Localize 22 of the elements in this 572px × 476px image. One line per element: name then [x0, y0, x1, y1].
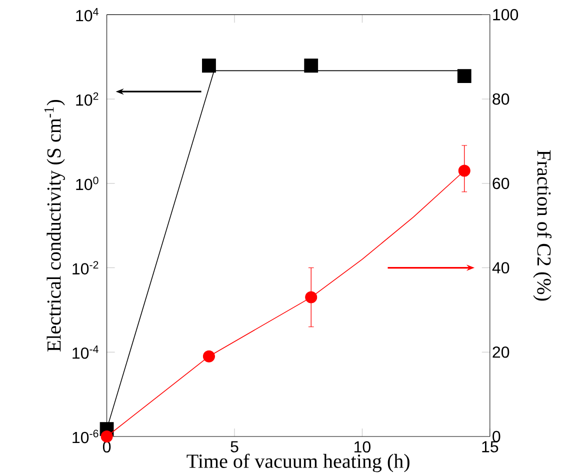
point	[304, 58, 318, 73]
y-tick-label: 10$^{2}$	[76, 92, 98, 106]
y-tick-label: 10$^{0}$	[76, 176, 98, 190]
y-tick-label: 10$^{4}$	[76, 8, 98, 22]
point	[202, 58, 216, 73]
y-axis-title: Electrical conductivity (S cm$^{-1}$)	[44, 100, 65, 352]
y-tick-label: 10$^{-4}$	[72, 346, 98, 359]
x-tick-label: 10	[354, 441, 370, 453]
y-tick-label: 10$^{-2}$	[72, 261, 98, 275]
y-tick-label: 10$^{-6}$	[72, 430, 98, 444]
y2-tick-label: 100	[493, 9, 518, 20]
y2-tick-label: 40	[492, 262, 510, 274]
point	[457, 69, 472, 84]
x-tick-label: 5	[230, 441, 238, 452]
y2-tick-label: 60	[492, 178, 510, 190]
x-tick-label: 0	[102, 441, 111, 453]
y2-axis-title: Fraction of C2 (%)	[533, 150, 552, 301]
x-axis-title: Time of vacuum heating (h)	[186, 454, 410, 472]
y2-tick-label: 0	[492, 430, 500, 442]
y2-tick-label: 20	[492, 346, 510, 358]
y2-tick-label: 80	[492, 93, 510, 105]
x-tick-label: 15	[482, 441, 498, 452]
